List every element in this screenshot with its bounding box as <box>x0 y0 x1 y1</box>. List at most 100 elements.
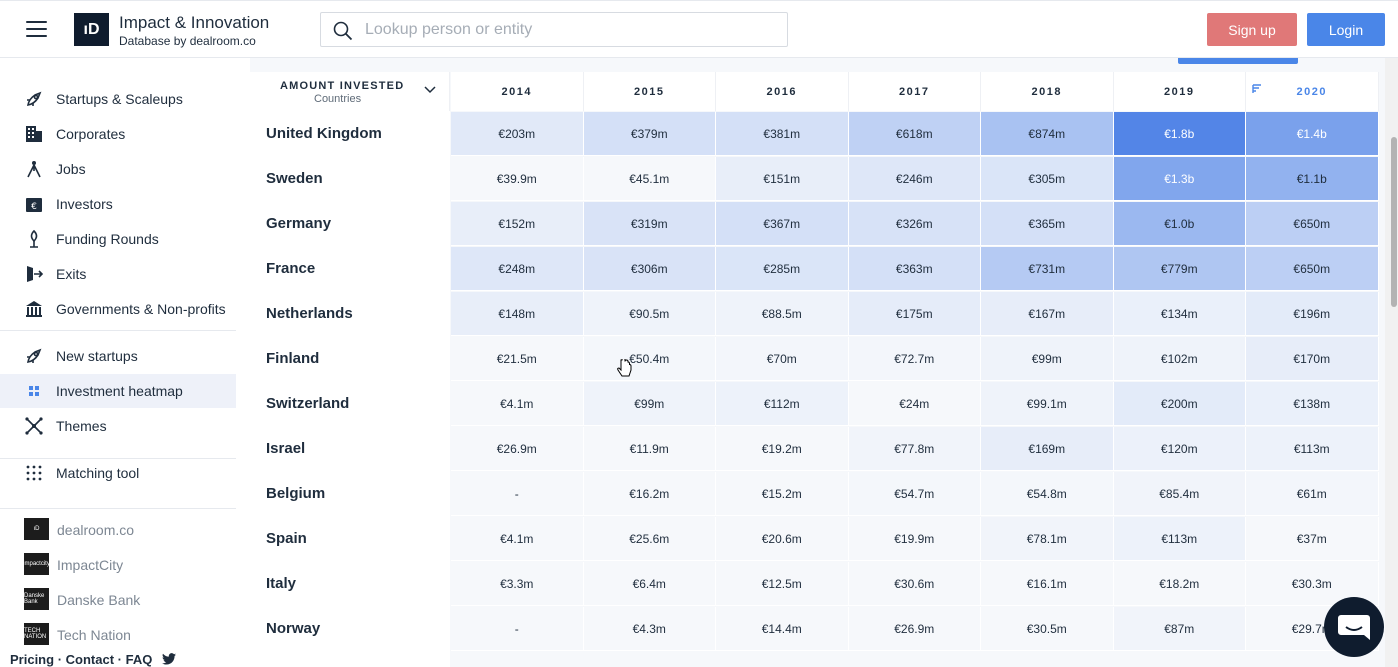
heatmap-cell[interactable]: €99m <box>583 382 716 426</box>
heatmap-cell[interactable]: €365m <box>981 202 1114 246</box>
chat-button[interactable] <box>1324 597 1384 657</box>
twitter-icon[interactable] <box>161 653 176 665</box>
sidebar-item-startups-scaleups[interactable]: Startups & Scaleups <box>0 82 236 116</box>
heatmap-cell[interactable]: €24m <box>848 382 981 426</box>
heatmap-cell[interactable]: €200m <box>1113 382 1246 426</box>
heatmap-cell[interactable]: €203m <box>451 112 584 156</box>
heatmap-cell[interactable]: €11.9m <box>583 427 716 471</box>
sidebar-item-investment-heatmap[interactable]: Investment heatmap <box>0 374 236 408</box>
heatmap-cell[interactable]: €99.1m <box>981 382 1114 426</box>
heatmap-cell[interactable]: €78.1m <box>981 517 1114 561</box>
heatmap-cell[interactable]: €72.7m <box>848 337 981 381</box>
heatmap-cell[interactable]: €30.6m <box>848 562 981 606</box>
heatmap-cell[interactable]: €167m <box>981 292 1114 336</box>
heatmap-cell[interactable]: €1.1b <box>1246 157 1379 201</box>
signup-button[interactable]: Sign up <box>1207 13 1297 46</box>
heatmap-cell[interactable]: €25.6m <box>583 517 716 561</box>
heatmap-cell[interactable]: €170m <box>1246 337 1379 381</box>
heatmap-cell[interactable]: €151m <box>716 157 849 201</box>
heatmap-cell[interactable]: €1.0b <box>1113 202 1246 246</box>
heatmap-cell[interactable]: €381m <box>716 112 849 156</box>
heatmap-cell[interactable]: €779m <box>1113 247 1246 291</box>
country-label[interactable]: Belgium <box>266 485 326 502</box>
heatmap-cell[interactable]: - <box>451 472 584 516</box>
heatmap-cell[interactable]: €1.8b <box>1113 112 1246 156</box>
heatmap-cell[interactable]: €196m <box>1246 292 1379 336</box>
year-column-header[interactable]: 2018 <box>981 72 1114 111</box>
heatmap-cell[interactable]: €77.8m <box>848 427 981 471</box>
heatmap-cell[interactable]: €87m <box>1113 607 1246 651</box>
heatmap-cell[interactable]: €4.3m <box>583 607 716 651</box>
heatmap-cell[interactable]: €50.4m <box>583 337 716 381</box>
country-label[interactable]: France <box>266 260 316 277</box>
heatmap-cell[interactable]: €3.3m <box>451 562 584 606</box>
heatmap-cell[interactable]: €246m <box>848 157 981 201</box>
year-column-header[interactable]: 2020 <box>1246 72 1379 111</box>
heatmap-cell[interactable]: €319m <box>583 202 716 246</box>
heatmap-cell[interactable]: €134m <box>1113 292 1246 336</box>
country-label[interactable]: Finland <box>266 350 320 367</box>
heatmap-cell[interactable]: €30.5m <box>981 607 1114 651</box>
heatmap-cell[interactable]: €874m <box>981 112 1114 156</box>
heatmap-cell[interactable]: €21.5m <box>451 337 584 381</box>
heatmap-cell[interactable]: €39.9m <box>451 157 584 201</box>
hamburger-menu-icon[interactable] <box>26 21 47 37</box>
heatmap-cell[interactable]: €90.5m <box>583 292 716 336</box>
partner-dealroom-co[interactable]: ıD dealroom.co <box>0 515 236 545</box>
year-column-header[interactable]: 2017 <box>848 72 981 111</box>
heatmap-cell[interactable]: €148m <box>451 292 584 336</box>
heatmap-cell[interactable]: €70m <box>716 337 849 381</box>
country-label[interactable]: Israel <box>266 440 306 457</box>
heatmap-cell[interactable]: €4.1m <box>451 382 584 426</box>
heatmap-cell[interactable]: €14.4m <box>716 607 849 651</box>
heatmap-cell[interactable]: €102m <box>1113 337 1246 381</box>
heatmap-cell[interactable]: €363m <box>848 247 981 291</box>
heatmap-cell[interactable]: €138m <box>1246 382 1379 426</box>
heatmap-cell[interactable]: €26.9m <box>848 607 981 651</box>
search-box[interactable] <box>320 12 788 47</box>
scrollbar-thumb[interactable] <box>1391 137 1397 307</box>
heatmap-cell[interactable]: €1.3b <box>1113 157 1246 201</box>
heatmap-cell[interactable]: €61m <box>1246 472 1379 516</box>
heatmap-cell[interactable]: - <box>451 607 584 651</box>
heatmap-cell[interactable]: €285m <box>716 247 849 291</box>
heatmap-cell[interactable]: €18.2m <box>1113 562 1246 606</box>
heatmap-cell[interactable]: €113m <box>1113 517 1246 561</box>
heatmap-cell[interactable]: €731m <box>981 247 1114 291</box>
heatmap-cell[interactable]: €152m <box>451 202 584 246</box>
sidebar-item-matching-tool[interactable]: Matching tool <box>0 456 236 490</box>
heatmap-cell[interactable]: €650m <box>1246 247 1379 291</box>
heatmap-cell[interactable]: €618m <box>848 112 981 156</box>
year-column-header[interactable]: 2019 <box>1113 72 1246 111</box>
heatmap-cell[interactable]: €306m <box>583 247 716 291</box>
country-label[interactable]: Spain <box>266 530 307 547</box>
heatmap-cell[interactable]: €175m <box>848 292 981 336</box>
country-label[interactable]: Germany <box>266 215 332 232</box>
sidebar-item-jobs[interactable]: Jobs <box>0 152 236 186</box>
year-column-header[interactable]: 2015 <box>583 72 716 111</box>
heatmap-cell[interactable]: €169m <box>981 427 1114 471</box>
sidebar-item-exits[interactable]: Exits <box>0 257 236 291</box>
contact-link[interactable]: Contact <box>65 652 115 667</box>
heatmap-cell[interactable]: €6.4m <box>583 562 716 606</box>
dealroom-logo[interactable]: ıD <box>74 13 109 46</box>
heatmap-cell[interactable]: €15.2m <box>716 472 849 516</box>
heatmap-cell[interactable]: €305m <box>981 157 1114 201</box>
heatmap-cell[interactable]: €113m <box>1246 427 1379 471</box>
faq-link[interactable]: FAQ <box>125 652 153 667</box>
search-input[interactable] <box>365 19 775 41</box>
heatmap-cell[interactable]: €326m <box>848 202 981 246</box>
heatmap-cell[interactable]: €120m <box>1113 427 1246 471</box>
heatmap-cell[interactable]: €1.4b <box>1246 112 1379 156</box>
heatmap-cell[interactable]: €85.4m <box>1113 472 1246 516</box>
heatmap-cell[interactable]: €12.5m <box>716 562 849 606</box>
country-label[interactable]: Switzerland <box>266 395 350 412</box>
heatmap-cell[interactable]: €650m <box>1246 202 1379 246</box>
country-label[interactable]: United Kingdom <box>266 125 382 142</box>
heatmap-cell[interactable]: €367m <box>716 202 849 246</box>
sidebar-item-themes[interactable]: Themes <box>0 409 236 443</box>
brand-title[interactable]: Impact & Innovation <box>119 13 270 32</box>
partner-danske-bank[interactable]: Danske Bank Danske Bank <box>0 585 236 615</box>
heatmap-cell[interactable]: €16.1m <box>981 562 1114 606</box>
country-label[interactable]: Norway <box>266 620 321 637</box>
